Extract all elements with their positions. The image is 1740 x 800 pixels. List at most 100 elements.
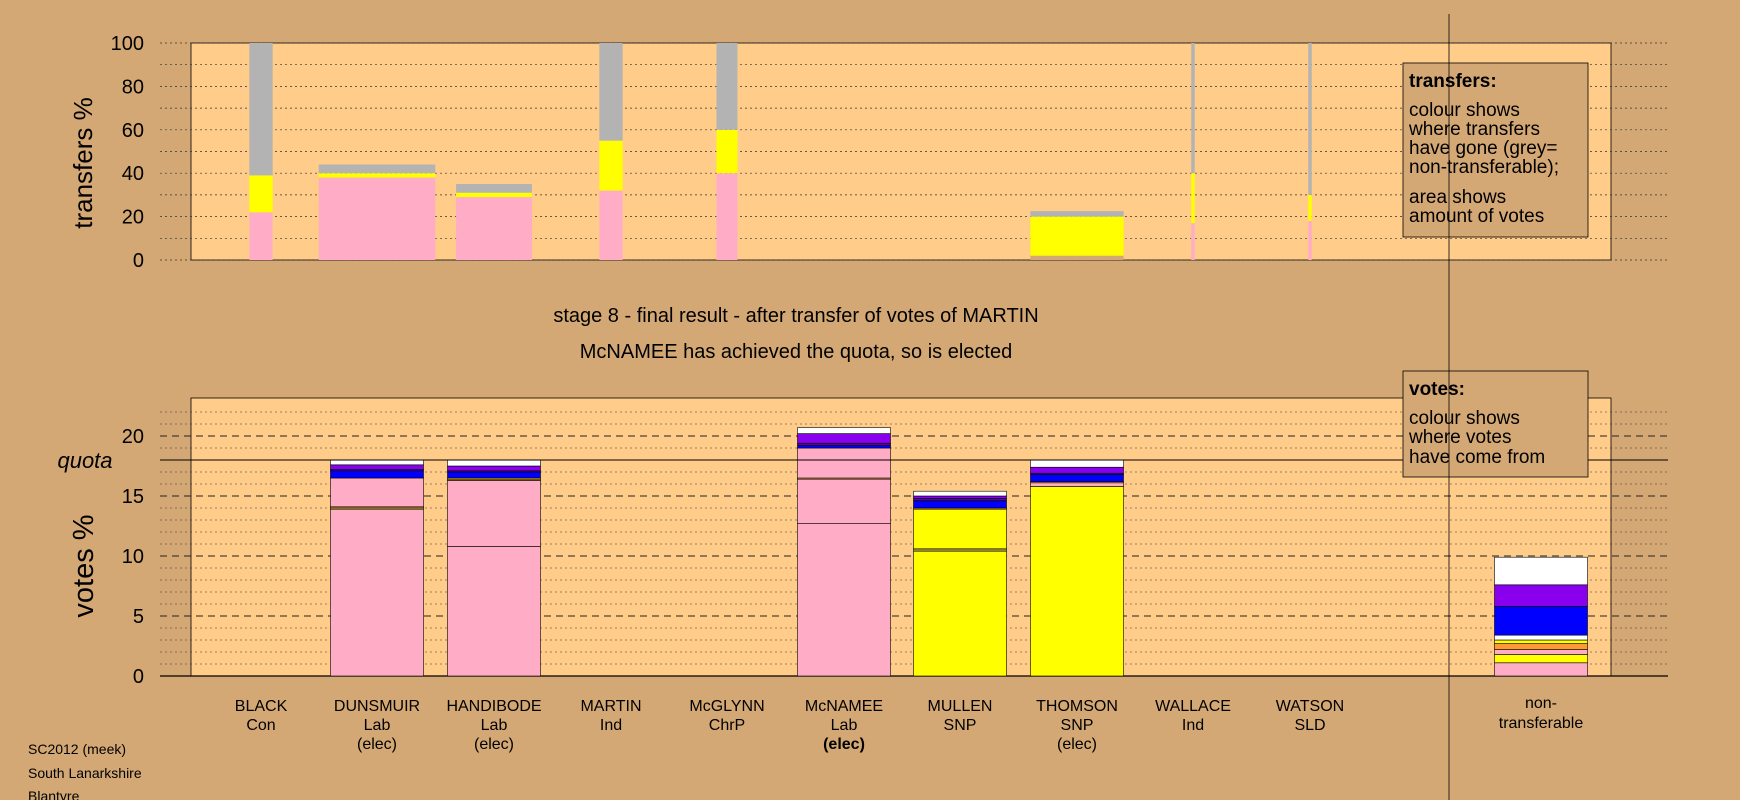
footer-line: South Lanarkshire bbox=[28, 765, 142, 781]
transfers-bar-segment bbox=[1191, 173, 1195, 224]
transfers-legend-title: transfers: bbox=[1409, 71, 1497, 92]
candidate-name-label: DUNSMUIR bbox=[334, 698, 420, 715]
votes-y-tick-label: 5 bbox=[133, 606, 144, 628]
transfers-bar-segment bbox=[1030, 211, 1124, 217]
votes-bar-segment bbox=[1030, 486, 1124, 677]
votes-legend-box bbox=[1402, 370, 1589, 478]
stage-subtitle: McNAMEE has achieved the quota, so is el… bbox=[580, 341, 1012, 363]
votes-bar-segment bbox=[913, 490, 1007, 497]
transfers-y-axis-label: transfers % bbox=[68, 97, 98, 229]
votes-bar-segment bbox=[330, 477, 424, 508]
nontransferable-bar-segment bbox=[1494, 634, 1588, 641]
candidate-party-label: Lab bbox=[831, 717, 858, 734]
votes-y-tick-label: 0 bbox=[133, 666, 144, 688]
votes-bar-segment bbox=[447, 465, 541, 472]
nontransferable-bar-segment bbox=[1494, 649, 1588, 655]
candidate-name-label: WALLACE bbox=[1155, 698, 1231, 715]
transfers-legend-line: non-transferable); bbox=[1409, 157, 1559, 178]
nontransferable-bar-segment bbox=[1494, 662, 1588, 677]
transfers-bar-segment bbox=[456, 197, 532, 260]
votes-bar-segment bbox=[913, 500, 1007, 509]
footer-line: SC2012 (meek) bbox=[28, 741, 126, 757]
transfers-bar-segment bbox=[249, 43, 273, 176]
votes-bar-segment bbox=[797, 523, 891, 677]
votes-bar-segment bbox=[1030, 474, 1124, 482]
votes-bar-segment bbox=[447, 546, 541, 677]
transfers-bar-segment bbox=[456, 184, 532, 193]
transfers-y-tick-label: 20 bbox=[122, 207, 144, 229]
candidate-name-label: HANDIBODE bbox=[446, 698, 541, 715]
transfers-y-tick-label: 40 bbox=[122, 163, 144, 185]
transfers-bar-segment bbox=[1030, 255, 1124, 260]
candidate-party-label: Con bbox=[246, 717, 275, 734]
votes-bar-segment bbox=[913, 550, 1007, 677]
candidate-name-label: THOMSON bbox=[1036, 698, 1118, 715]
transfers-bar-segment bbox=[318, 164, 436, 174]
votes-bar-segment bbox=[913, 548, 1007, 552]
transfers-y-tick-label: 100 bbox=[111, 33, 144, 55]
transfers-bar-segment bbox=[1308, 43, 1312, 195]
transfers-bar-segment bbox=[1308, 220, 1312, 260]
stage-title: stage 8 - final result - after transfer … bbox=[553, 305, 1038, 327]
votes-chart: quota 0 5 10 15 20 BLACK Con DUNSMUIR Lab (elec)… bbox=[57, 370, 1668, 753]
transfers-bar-segment bbox=[249, 212, 273, 260]
transfers-legend-line: amount of votes bbox=[1409, 206, 1544, 227]
votes-bar-segment bbox=[797, 433, 891, 444]
transfers-legend-line: where transfers bbox=[1408, 119, 1540, 140]
transfers-y-tick-label: 0 bbox=[133, 250, 144, 272]
nontransferable-label: non- bbox=[1525, 695, 1557, 712]
candidate-party-label: ChrP bbox=[709, 717, 745, 734]
votes-bar-segment bbox=[330, 464, 424, 470]
quota-label: quota bbox=[57, 448, 112, 473]
candidate-name-label: MARTIN bbox=[580, 698, 641, 715]
votes-y-tick-label: 10 bbox=[122, 546, 144, 568]
transfers-bar-segment bbox=[1030, 216, 1124, 256]
transfers-legend-box bbox=[1402, 62, 1589, 238]
votes-bar-segment bbox=[330, 470, 424, 479]
nontransferable-bar-segment bbox=[1494, 654, 1588, 664]
votes-legend-line: have come from bbox=[1409, 447, 1545, 468]
transfers-bar-segment bbox=[318, 177, 436, 260]
candidate-party-label: Lab bbox=[481, 717, 508, 734]
nontransferable-bar-segment bbox=[1494, 643, 1588, 650]
transfers-legend: transfers: colour shows where transfers … bbox=[1402, 62, 1589, 238]
transfers-y-ticks: 0 20 40 60 80 100 bbox=[111, 33, 144, 272]
transfers-legend-line: area shows bbox=[1409, 187, 1506, 208]
votes-legend-line: where votes bbox=[1408, 427, 1511, 448]
candidate-name-label: MULLEN bbox=[928, 698, 993, 715]
votes-bar-segment bbox=[797, 445, 891, 449]
votes-legend: votes: colour shows where votes have com… bbox=[1402, 370, 1589, 478]
votes-bar-segment bbox=[913, 495, 1007, 499]
votes-y-axis-label: votes % bbox=[68, 514, 100, 617]
votes-bar-segment bbox=[797, 447, 891, 479]
votes-bar-segment bbox=[913, 498, 1007, 502]
votes-plot-area bbox=[190, 397, 1612, 677]
nontransferable-bar-segment bbox=[1494, 556, 1588, 586]
candidate-labels: BLACK Con DUNSMUIR Lab (elec) HANDIBODE Lab (el… bbox=[235, 695, 1584, 753]
candidate-status-label: (elec) bbox=[474, 736, 514, 753]
nontransferable-label: transferable bbox=[1499, 715, 1584, 732]
candidate-status-label: (elec) bbox=[823, 736, 865, 753]
candidate-name-label: BLACK bbox=[235, 698, 288, 715]
transfers-bar-segment bbox=[716, 43, 738, 130]
transfers-bar-segment bbox=[716, 129, 738, 174]
footer-line: Blantyre bbox=[28, 788, 80, 800]
transfers-bar-segment bbox=[1191, 223, 1195, 260]
transfers-bar-segment bbox=[1308, 194, 1312, 221]
candidate-party-label: Lab bbox=[364, 717, 391, 734]
votes-bar-segment bbox=[447, 480, 541, 547]
nontransferable-bar-segment bbox=[1494, 584, 1588, 607]
votes-bar-segment bbox=[330, 508, 424, 677]
transfers-y-tick-label: 60 bbox=[122, 120, 144, 142]
votes-y-ticks: 0 5 10 15 20 bbox=[122, 426, 144, 688]
transfers-bar-segment bbox=[599, 43, 623, 141]
transfers-bar-segment bbox=[599, 190, 623, 260]
candidate-party-label: SLD bbox=[1294, 717, 1325, 734]
nontransferable-bar-segment bbox=[1494, 606, 1588, 636]
votes-y-tick-label: 20 bbox=[122, 426, 144, 448]
transfers-legend-line: colour shows bbox=[1409, 100, 1520, 121]
transfers-bar-segment bbox=[249, 175, 273, 213]
transfers-bar-segment bbox=[456, 192, 532, 198]
nontransferable-bar-segment bbox=[1494, 639, 1588, 644]
transfers-bar-segment bbox=[318, 173, 436, 178]
